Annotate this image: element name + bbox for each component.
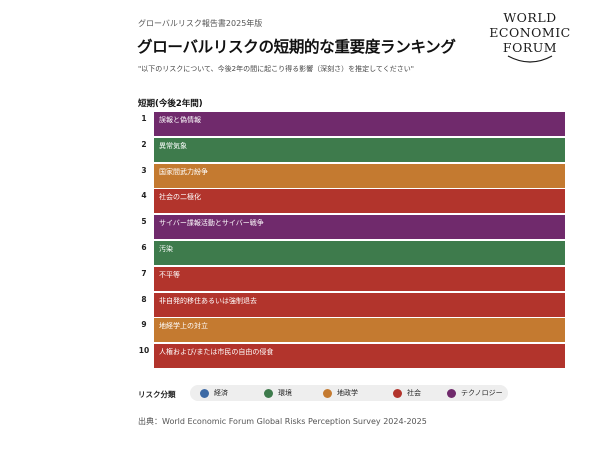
source-note: 出典：World Economic Forum Global Risks Per… [138,417,427,426]
risk-bar: 人権および/または市民の自由の侵食 [154,344,565,369]
ranking-row: 7 不平等 [138,266,565,291]
rank-number: 6 [141,243,147,252]
legend-label: 環境 [278,389,292,397]
legend-item: 社会 [393,385,421,401]
rank-number: 10 [138,346,150,356]
legend-dot-icon [323,388,332,398]
ranking-row: 4 社会の二極化 [138,189,565,214]
ranking-row: 9 地経学上の対立 [138,318,565,343]
ranking-row: 1 誤報と偽情報 [138,112,565,136]
subtitle: "以下のリスクについて、今後2年の間に起こり得る影響（深刻さ）を推定してください… [138,65,414,73]
legend-dot-icon [264,388,273,398]
logo-line-2: ECONOMIC [489,25,571,40]
section-label: 短期(今後2年間) [138,99,203,109]
risk-label: 社会の二極化 [159,193,201,202]
page-title: グローバルリスクの短期的な重要度ランキング [137,38,456,56]
rank-number: 4 [141,191,147,201]
risk-bar: 地経学上の対立 [154,318,565,343]
risk-bar: サイバー諜報活動とサイバー戦争 [154,215,565,240]
risk-label: 国家間武力紛争 [159,167,208,176]
rank-number: 1 [141,114,147,123]
rank-number: 3 [141,165,147,175]
risk-label: 非自発的移住あるいは強制退去 [159,296,257,305]
risk-label: 異常気象 [159,141,187,150]
legend-item: 地政学 [323,385,358,401]
risk-label: 人権および/または市民の自由の侵食 [159,348,274,357]
rank-number: 2 [141,139,147,149]
risk-bar: 国家間武力紛争 [154,163,565,188]
legend-label: 社会 [407,389,421,397]
rank-number: 7 [141,268,147,278]
risk-bar: 非自発的移住あるいは強制退去 [154,292,565,317]
risk-bar: 異常気象 [154,137,565,162]
wef-logo: WORLD ECONOMIC FORUM [478,8,582,68]
legend: 経済 環境 地政学 社会 テクノロジー [190,385,508,401]
legend-label: 地政学 [337,389,358,397]
risk-bar: 社会の二極化 [154,189,565,214]
rank-number: 8 [141,294,147,304]
ranking-row: 10 人権および/または市民の自由の侵食 [138,344,565,369]
legend-title: リスク分類 [138,390,176,399]
risk-label: 不平等 [159,270,180,279]
legend-label: 経済 [214,389,228,397]
logo-arc-icon [507,55,553,63]
rank-number: 5 [141,217,147,227]
legend-item: テクノロジー [447,385,503,401]
ranking-row: 5 サイバー諜報活動とサイバー戦争 [138,215,565,240]
risk-label: 地経学上の対立 [159,322,208,331]
ranking-row: 6 汚染 [138,241,565,265]
risk-bar: 不平等 [154,266,565,291]
legend-dot-icon [200,388,209,398]
report-label: グローバルリスク報告書2025年版 [138,19,263,28]
ranking-row: 8 非自発的移住あるいは強制退去 [138,292,565,317]
risk-label: 汚染 [159,245,173,253]
ranking-row: 3 国家間武力紛争 [138,163,565,188]
rank-number: 9 [141,320,147,330]
legend-item: 経済 [200,385,228,401]
legend-dot-icon [447,388,456,398]
ranking-row: 2 異常気象 [138,137,565,162]
legend-label: テクノロジー [461,389,503,397]
risk-label: サイバー諜報活動とサイバー戦争 [159,219,264,228]
logo-line-1: WORLD [503,10,557,25]
legend-item: 環境 [264,385,292,401]
legend-dot-icon [393,388,402,398]
logo-line-3: FORUM [502,40,558,55]
risk-label: 誤報と偽情報 [159,116,201,124]
risk-bar: 誤報と偽情報 [154,112,565,136]
risk-bar: 汚染 [154,241,565,265]
